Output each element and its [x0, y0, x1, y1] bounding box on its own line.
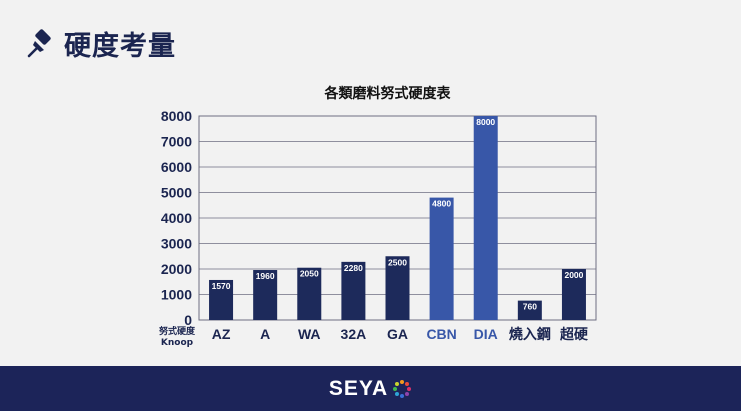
x-tick-label: 32A: [341, 326, 367, 342]
data-label: 1960: [256, 271, 275, 281]
chart-svg: 各類磨料努式硬度表 0 1000 2000 3000 4000 5000 6000 7000 80…: [159, 85, 597, 348]
brand-logo-icon: [393, 379, 412, 398]
data-label: 8000: [476, 117, 495, 127]
x-tick-label: A: [260, 326, 270, 342]
bar: [385, 256, 410, 320]
bar: [561, 269, 586, 320]
data-label: 2000: [564, 270, 583, 280]
x-tick-label: AZ: [212, 326, 231, 342]
x-tick-label: GA: [387, 326, 408, 342]
page-title: 硬度考量: [64, 31, 176, 62]
y-tick-label: 0: [184, 312, 192, 328]
bar: [209, 279, 234, 320]
brand-name: SEYA: [328, 376, 389, 400]
y-tick-label: 2000: [161, 261, 192, 277]
y-tick-label: 3000: [161, 236, 192, 252]
hardness-chart: 各類磨料努式硬度表 0 1000 2000 3000 4000 5000 6000 7000 80…: [159, 85, 597, 348]
brand: SEYA: [329, 377, 412, 401]
bar: [253, 270, 278, 320]
data-label: 4800: [432, 199, 451, 209]
x-tick-label: 燒入鋼: [509, 326, 551, 343]
y-tick-label: 1000: [161, 287, 192, 303]
x-tick-label: CBN: [426, 326, 456, 342]
y-axis-label: Knoop: [161, 338, 194, 348]
y-tick-label: 7000: [161, 134, 192, 150]
y-tick-label: 8000: [161, 108, 192, 124]
data-label: 2050: [300, 269, 319, 279]
x-tick-label: 超硬: [559, 326, 589, 343]
page-header: 硬度考量: [26, 24, 176, 63]
chart-title: 各類磨料努式硬度表: [324, 85, 452, 102]
footer-bar: SEYA: [0, 366, 741, 411]
y-tick-label: 6000: [161, 159, 192, 175]
bar: [297, 267, 322, 320]
bar: [341, 261, 366, 320]
y-axis-label: 努式硬度: [159, 325, 196, 337]
x-tick-label: WA: [298, 326, 321, 342]
x-tick-label: DIA: [474, 326, 498, 342]
bar: [517, 300, 542, 320]
data-label: 2500: [388, 257, 407, 267]
data-label: 760: [523, 302, 537, 312]
bar: [429, 197, 454, 320]
y-tick-label: 4000: [161, 210, 192, 226]
y-tick-label: 5000: [161, 185, 192, 201]
pushpin-icon: [27, 28, 51, 57]
data-label: 2280: [344, 263, 363, 273]
data-label: 1570: [212, 281, 231, 291]
bar: [473, 116, 498, 320]
